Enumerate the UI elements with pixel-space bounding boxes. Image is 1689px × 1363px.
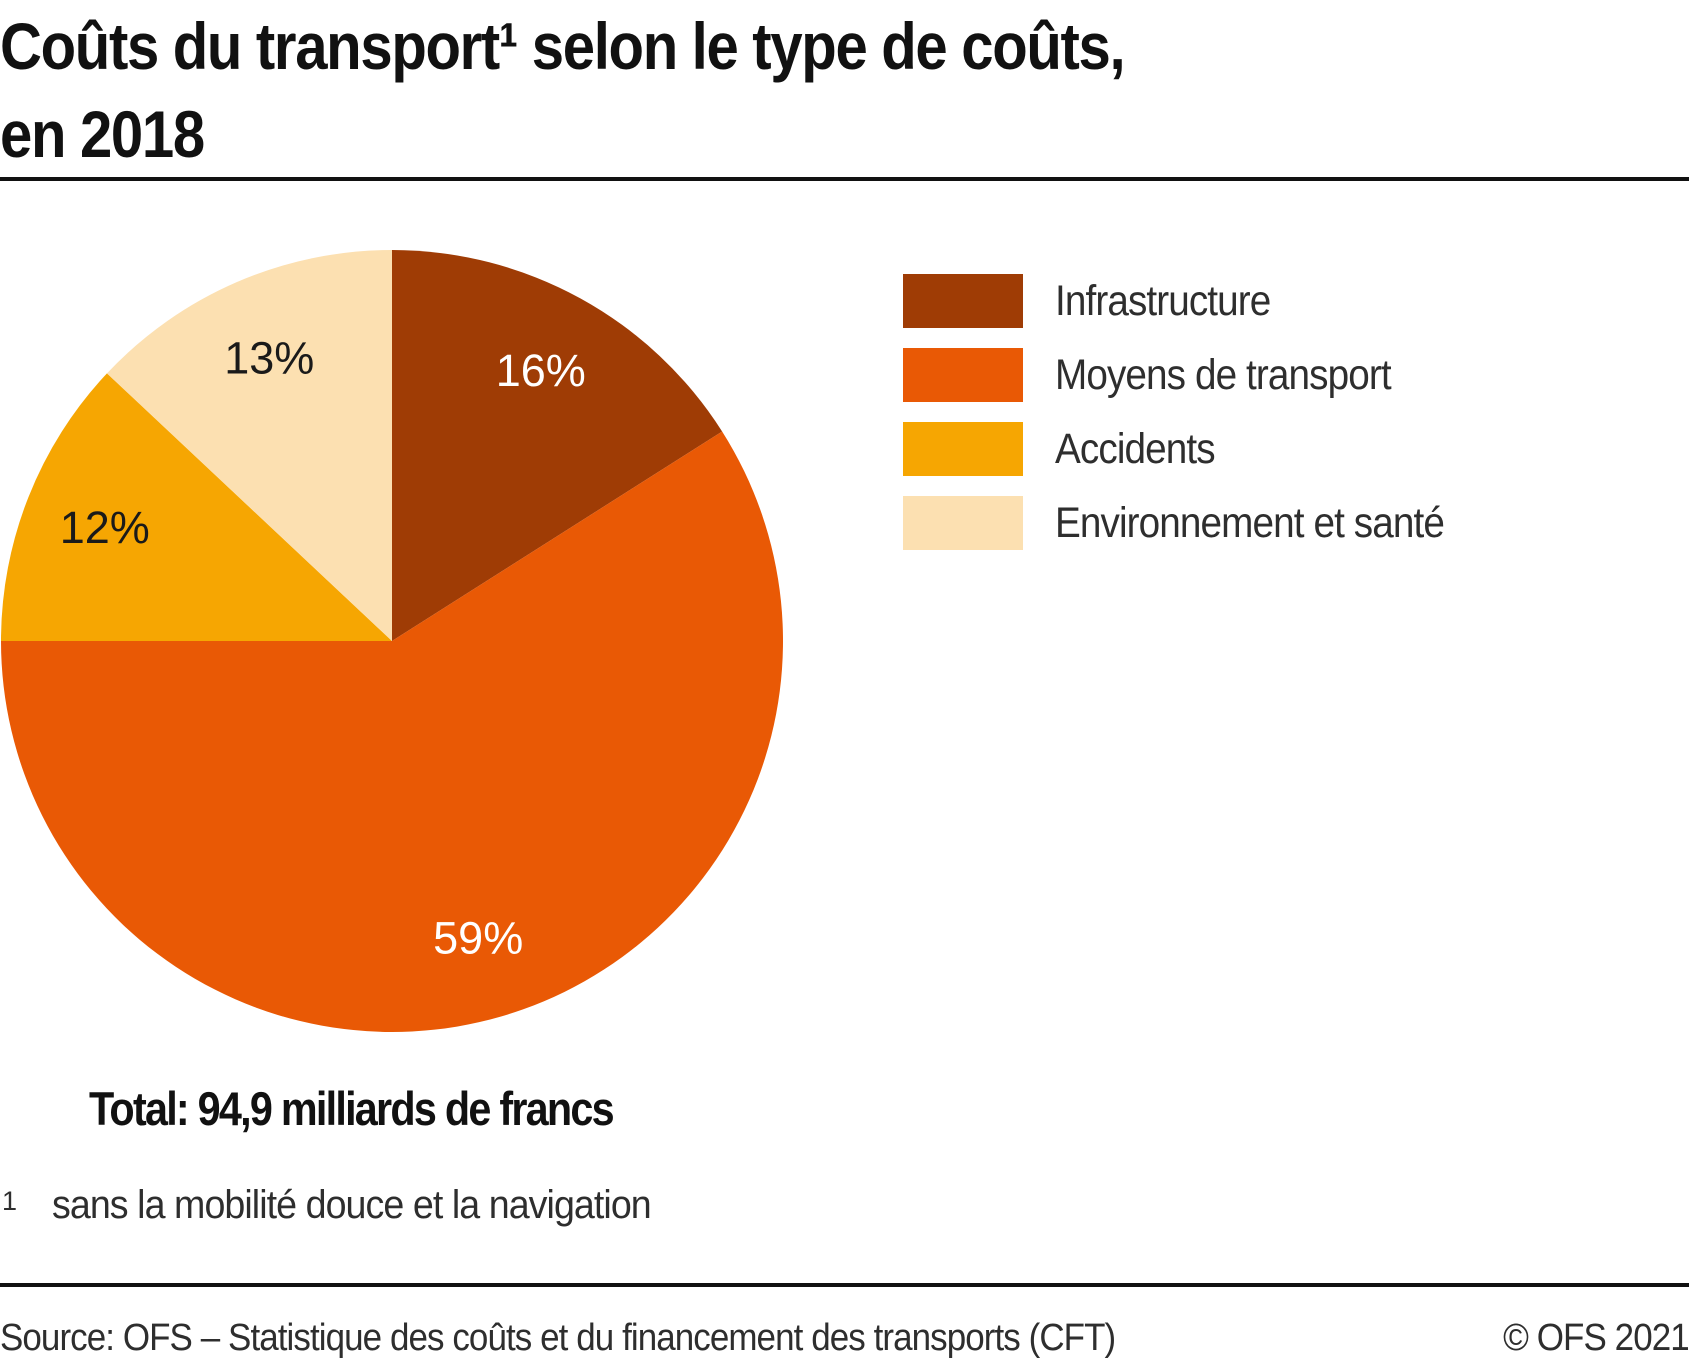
pie-slice-value-moyens-de-transport: 59%: [433, 912, 523, 963]
legend-item-environnement-et-sante: Environnement et santé: [903, 496, 1487, 550]
source-text: Source: OFS – Statistique des coûts et d…: [0, 1317, 1116, 1359]
footer-divider: [0, 1283, 1689, 1287]
legend-swatch-accidents: [903, 422, 1023, 476]
footnote-marker: 1: [2, 1186, 18, 1216]
legend-item-moyens-de-transport: Moyens de transport: [903, 348, 1487, 402]
legend-swatch-infrastructure: [903, 274, 1023, 328]
source-row: Source: OFS – Statistique des coûts et d…: [0, 1318, 1689, 1358]
chart-title-line1: Coûts du transport¹ selon le type de coû…: [0, 9, 1126, 83]
legend-label-accidents: Accidents: [1055, 424, 1216, 473]
legend-swatch-environnement-et-sante: [903, 496, 1023, 550]
legend-swatch-moyens-de-transport: [903, 348, 1023, 402]
copyright-text: © OFS 2021: [1503, 1317, 1689, 1359]
pie-slice-environnement-et-sante: [106, 250, 392, 641]
pie-slice-infrastructure: [392, 250, 723, 641]
pie-slice-value-environnement-et-sante: 13%: [224, 332, 314, 383]
pie-slice-value-accidents: 12%: [60, 502, 150, 553]
legend-item-accidents: Accidents: [903, 422, 1487, 476]
chart-legend: Infrastructure Moyens de transport Acciden…: [903, 274, 1487, 570]
chart-title-line2: en 2018: [0, 97, 205, 171]
pie-chart: 16% 59% 12% 13%: [1, 250, 783, 1033]
pie-slice-moyens-de-transport: [1, 431, 783, 1033]
title-divider: [0, 177, 1689, 181]
legend-label-environnement-et-sante: Environnement et santé: [1055, 498, 1445, 547]
legend-label-infrastructure: Infrastructure: [1055, 276, 1271, 325]
legend-label-moyens-de-transport: Moyens de transport: [1055, 350, 1392, 399]
chart-title: Coûts du transport¹ selon le type de coû…: [0, 2, 1126, 178]
total-label: Total: 94,9 milliards de francs: [89, 1082, 615, 1135]
pie-slice-value-infrastructure: 16%: [496, 345, 586, 396]
footnote-text: sans la mobilité douce et la navigation: [52, 1183, 652, 1227]
pie-slice-accidents: [1, 373, 392, 641]
legend-item-infrastructure: Infrastructure: [903, 274, 1487, 328]
